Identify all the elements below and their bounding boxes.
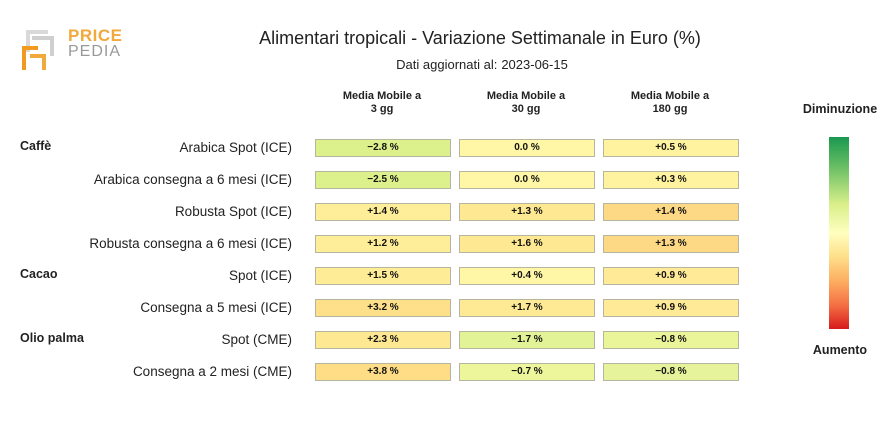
column-header: Media Mobile a 30 gg	[486, 90, 566, 115]
table-cell: +3.2 %	[315, 299, 451, 317]
table-cell: +0.4 %	[459, 267, 595, 285]
table-cell: −0.8 %	[603, 363, 739, 381]
table-cell: +1.4 %	[603, 203, 739, 221]
logo-text-price: PRICE	[68, 26, 123, 45]
table-cell: −0.7 %	[459, 363, 595, 381]
pricepedia-logo: PRICE PEDIA	[18, 26, 128, 74]
table-cell: +1.2 %	[315, 235, 451, 253]
column-header: Media Mobile a 3 gg	[342, 90, 422, 115]
table-cell: +0.3 %	[603, 171, 739, 189]
logo-text-pedia: PEDIA	[68, 43, 122, 60]
chart-title: Alimentari tropicali - Variazione Settim…	[259, 28, 701, 48]
column-header: Media Mobile a 180 gg	[630, 90, 710, 115]
table-cell: 0.0 %	[459, 139, 595, 157]
table-cell: −1.7 %	[459, 331, 595, 349]
row-label: Consegna a 2 mesi (CME)	[132, 364, 292, 379]
table-cell: +1.3 %	[603, 235, 739, 253]
row-label: Spot (CME)	[221, 332, 292, 347]
table-cell: +1.5 %	[315, 267, 451, 285]
row-label: Robusta consegna a 6 mesi (ICE)	[89, 236, 292, 251]
table-cell: +2.3 %	[315, 331, 451, 349]
legend-color-bar	[829, 137, 849, 329]
row-label: Arabica consegna a 6 mesi (ICE)	[93, 172, 292, 187]
table-cell: +0.5 %	[603, 139, 739, 157]
group-label: Caffè	[20, 139, 52, 153]
group-label: Olio palma	[20, 331, 84, 345]
table-cell: +1.4 %	[315, 203, 451, 221]
table-cell: +0.9 %	[603, 267, 739, 285]
legend-label-top: Diminuzione	[802, 102, 878, 116]
table-cell: +1.3 %	[459, 203, 595, 221]
legend-label-bottom: Aumento	[812, 343, 868, 357]
table-cell: −0.8 %	[603, 331, 739, 349]
table-cell: +1.7 %	[459, 299, 595, 317]
table-cell: +0.9 %	[603, 299, 739, 317]
table-cell: +1.6 %	[459, 235, 595, 253]
row-label: Arabica Spot (ICE)	[179, 140, 292, 155]
table-cell: −2.5 %	[315, 171, 451, 189]
row-label: Consegna a 5 mesi (ICE)	[140, 300, 292, 315]
row-label: Robusta Spot (ICE)	[174, 204, 292, 219]
table-cell: 0.0 %	[459, 171, 595, 189]
table-cell: +3.8 %	[315, 363, 451, 381]
subtitle-date: 2023-06-15	[501, 57, 568, 72]
group-label: Cacao	[20, 267, 58, 281]
logo-mark-icon	[22, 30, 54, 70]
subtitle-label: Dati aggiornati al:	[396, 57, 498, 72]
chart-subtitle: Dati aggiornati al: 2023-06-15	[220, 57, 740, 72]
row-label: Spot (ICE)	[228, 268, 292, 283]
table-cell: −2.8 %	[315, 139, 451, 157]
